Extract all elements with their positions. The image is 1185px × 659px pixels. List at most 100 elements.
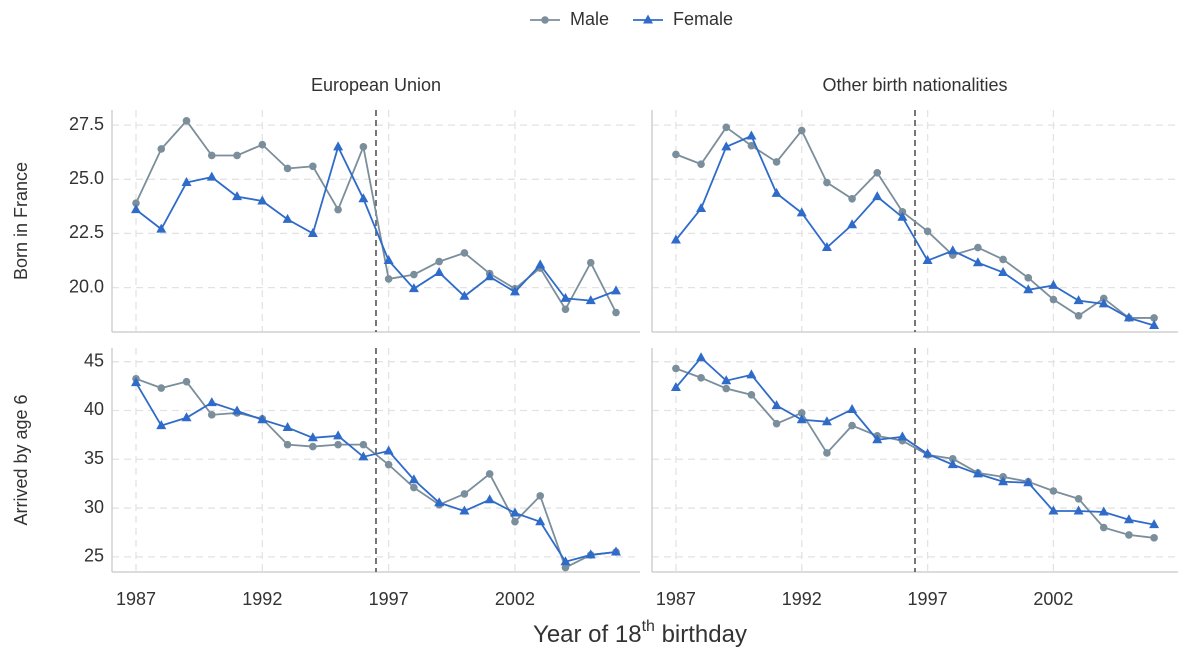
row-label: Arrived by age 6	[11, 394, 31, 525]
point	[611, 285, 621, 295]
point	[408, 474, 419, 484]
series-line	[675, 134, 1155, 327]
point	[821, 416, 832, 426]
point	[536, 492, 545, 500]
point	[206, 171, 217, 181]
point	[772, 419, 781, 428]
point	[460, 490, 469, 498]
point	[998, 476, 1009, 486]
point	[972, 468, 983, 478]
point	[509, 286, 520, 296]
point	[1098, 298, 1109, 308]
point	[1023, 477, 1034, 487]
point	[873, 169, 882, 177]
point	[282, 213, 293, 223]
point	[410, 483, 418, 492]
point	[672, 364, 680, 373]
legend-label: Male	[570, 9, 609, 29]
point	[696, 352, 707, 362]
point	[747, 141, 756, 150]
point	[772, 158, 781, 166]
point	[998, 266, 1009, 276]
point	[1048, 279, 1059, 289]
point	[746, 369, 757, 379]
point	[585, 549, 596, 559]
y-tick-label: 27.5	[69, 114, 104, 134]
series-line	[675, 367, 1155, 539]
y-tick-label: 45	[84, 350, 104, 370]
point	[848, 195, 856, 203]
point	[334, 440, 342, 449]
point	[823, 449, 831, 457]
point	[131, 204, 141, 214]
point	[974, 243, 982, 252]
point	[1149, 320, 1160, 330]
point	[257, 414, 268, 424]
point	[384, 275, 393, 283]
point	[181, 177, 192, 187]
point	[156, 223, 167, 233]
point	[1074, 494, 1083, 503]
x-tick-label: 1997	[908, 589, 948, 609]
point	[1125, 531, 1133, 539]
point	[1049, 295, 1058, 304]
series-line	[675, 356, 1155, 526]
point	[1150, 534, 1158, 542]
point	[1150, 314, 1158, 322]
point	[181, 412, 192, 422]
point	[947, 459, 958, 469]
point	[947, 245, 958, 255]
point	[796, 414, 807, 424]
point	[1073, 505, 1084, 515]
y-tick-label: 40	[84, 399, 104, 419]
point	[746, 130, 757, 140]
point	[435, 257, 443, 266]
point	[383, 255, 394, 265]
point	[334, 205, 342, 214]
point	[232, 191, 243, 201]
y-tick-label: 25.0	[69, 168, 104, 188]
point	[948, 454, 957, 463]
point	[922, 255, 933, 265]
point	[206, 397, 217, 407]
point	[511, 517, 519, 526]
y-tick-label: 30	[84, 497, 104, 517]
point	[612, 308, 620, 317]
point	[309, 162, 317, 171]
point	[1123, 514, 1134, 524]
x-tick-label: 2002	[495, 589, 535, 609]
point	[131, 377, 141, 387]
point	[434, 266, 445, 276]
point	[1149, 519, 1160, 529]
point	[309, 442, 317, 451]
point	[560, 556, 571, 566]
point	[283, 164, 292, 173]
point	[182, 377, 191, 386]
point	[697, 160, 705, 168]
point	[697, 373, 705, 382]
point	[1024, 274, 1033, 282]
point	[999, 255, 1007, 264]
point	[232, 405, 243, 415]
point	[722, 123, 731, 132]
point	[359, 440, 368, 449]
point	[1023, 284, 1034, 294]
point	[670, 234, 681, 244]
point	[561, 563, 570, 572]
point	[1099, 523, 1108, 532]
point	[182, 117, 191, 125]
point	[283, 440, 292, 449]
point	[358, 451, 369, 461]
point	[797, 126, 806, 135]
point	[359, 143, 368, 151]
series-line	[135, 119, 617, 313]
x-tick-label: 1992	[242, 589, 282, 609]
point	[560, 292, 571, 302]
panel-title: Other birth nationalities	[822, 75, 1007, 95]
x-axis-label: Year of 18th birthday	[533, 618, 747, 648]
point	[771, 400, 782, 410]
point	[459, 505, 470, 515]
point	[484, 271, 495, 281]
point	[872, 434, 883, 444]
